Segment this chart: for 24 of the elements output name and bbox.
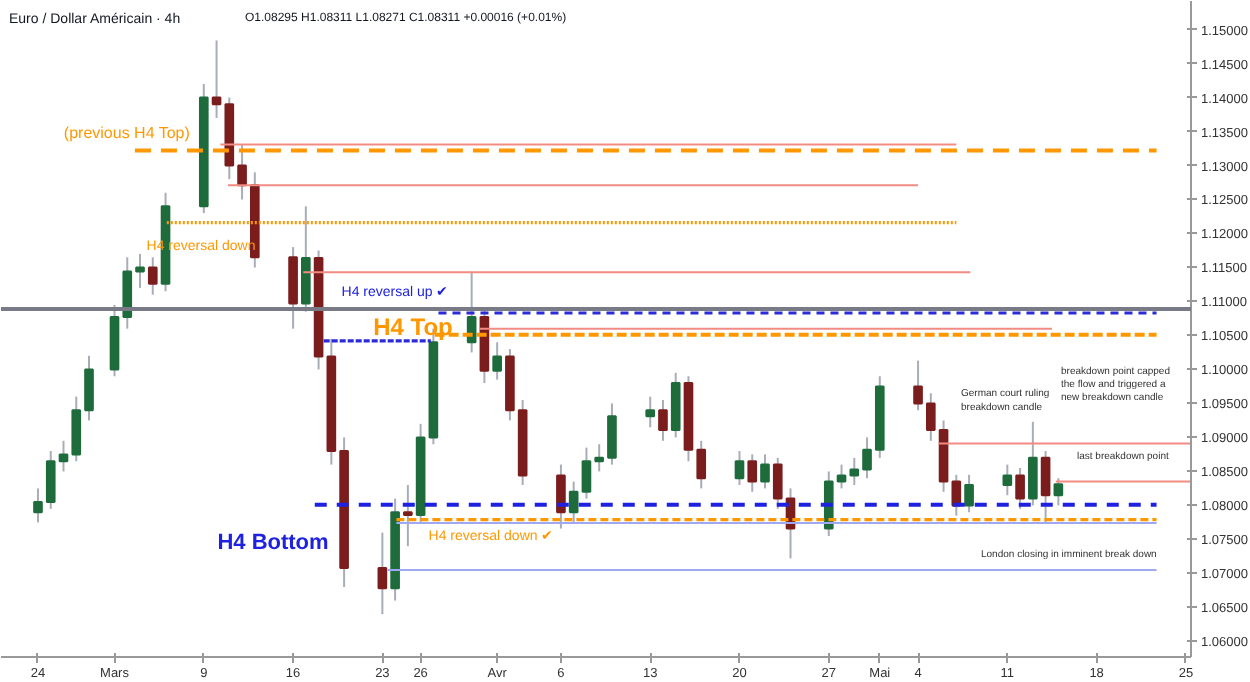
- annotation: (previous H4 Top): [63, 124, 191, 142]
- candlestick: [492, 341, 502, 381]
- annotation: H4 Top: [373, 313, 453, 341]
- candlestick: [670, 371, 681, 439]
- candlestick: [951, 473, 962, 517]
- candlestick: [147, 256, 158, 296]
- candlestick: [301, 205, 311, 313]
- candlestick: [696, 439, 707, 490]
- candlestick: [1040, 450, 1051, 524]
- candlestick: [1028, 420, 1038, 507]
- candlestick: [658, 399, 668, 442]
- candlestick: [288, 246, 298, 330]
- candlestick: [1002, 463, 1013, 497]
- candlestick: [645, 395, 656, 429]
- candlestick: [964, 473, 974, 514]
- candlestick: [760, 453, 770, 490]
- candlestick: [377, 531, 388, 616]
- candlestick: [1015, 467, 1025, 510]
- candlestick: [1053, 477, 1064, 507]
- candlestick: [556, 463, 566, 530]
- candlestick: [403, 484, 413, 548]
- annotation: H4 Bottom: [217, 531, 330, 555]
- candlestick: [734, 450, 745, 487]
- candlestick: [747, 453, 758, 493]
